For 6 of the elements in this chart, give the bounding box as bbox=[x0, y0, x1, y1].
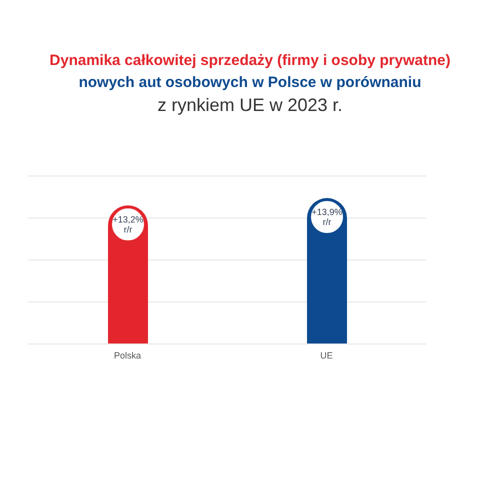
chart-title: Dynamika całkowitej sprzedaży (firmy i osoby prywatne) nowych aut osobowych w Polsce w porównaniu bbox=[48, 51, 452, 93]
data-label: +13,2% r/r bbox=[112, 214, 144, 234]
data-label: +13,9% r/r bbox=[312, 207, 342, 228]
x-tick-label: Polska bbox=[114, 350, 142, 360]
x-tick-label: UE bbox=[320, 350, 333, 360]
chart-subtitle: z rynkiem UE w 2023 r. bbox=[156, 94, 344, 116]
